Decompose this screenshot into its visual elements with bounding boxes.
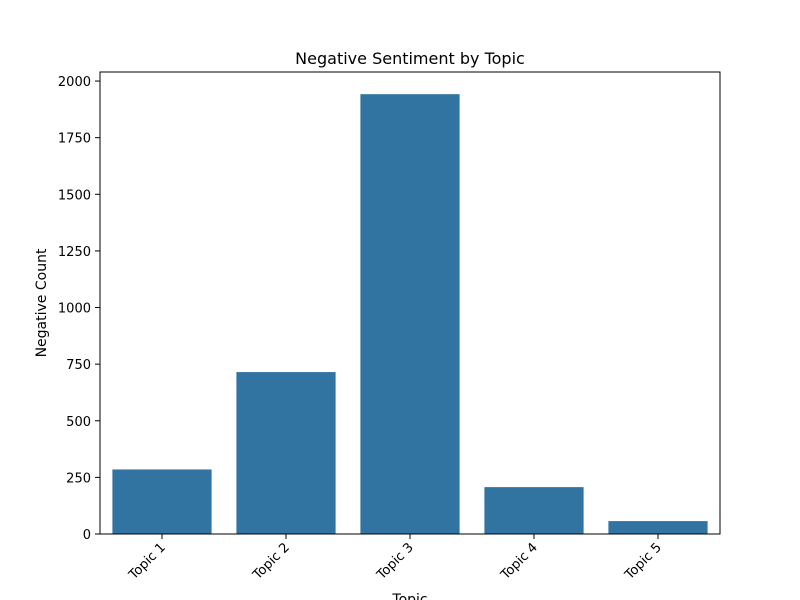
bar-topic-2	[236, 372, 336, 534]
y-tick-label: 0	[83, 528, 91, 543]
x-axis-ticks: Topic 1 Topic 2 Topic 3 Topic 4 Topic 5	[126, 534, 665, 583]
x-tick-label: Topic 2	[250, 540, 293, 583]
y-tick-label: 750	[66, 358, 91, 373]
x-tick-label: Topic 1	[126, 540, 169, 583]
y-tick-label: 1000	[58, 302, 91, 317]
x-axis-label: Topic	[391, 592, 427, 600]
y-tick-label: 250	[66, 471, 91, 486]
chart-title: Negative Sentiment by Topic	[295, 49, 525, 68]
bar-topic-5	[608, 521, 708, 534]
x-tick-label: Topic 3	[374, 540, 417, 583]
x-tick-label: Topic 5	[622, 540, 665, 583]
y-tick-label: 2000	[58, 75, 91, 90]
bars-layer	[112, 94, 708, 534]
y-tick-label: 1750	[58, 132, 91, 147]
bar-topic-4	[484, 487, 584, 534]
plot-area-frame	[99, 71, 721, 535]
y-axis-ticks: 0 250 500 750 1000 1250 1500 1750 2000	[58, 75, 100, 543]
y-tick-label: 1500	[58, 188, 91, 203]
bar-topic-1	[112, 469, 212, 534]
y-axis-label: Negative Count	[34, 248, 50, 357]
x-tick-label: Topic 4	[498, 540, 541, 583]
y-tick-label: 500	[66, 415, 91, 430]
bar-topic-3	[360, 94, 460, 534]
y-tick-label: 1250	[58, 245, 91, 260]
